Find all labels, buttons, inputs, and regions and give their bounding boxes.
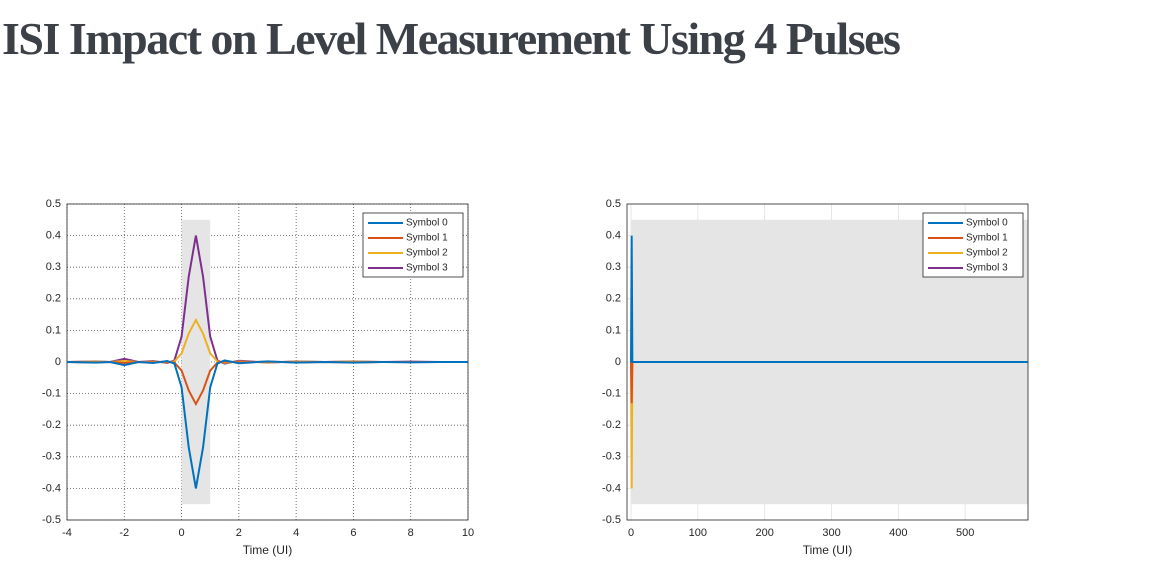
x-tick-label: 0 [179,527,185,539]
y-tick-label: 0 [55,356,61,368]
y-tick-label: -0.5 [602,514,621,526]
y-tick-label: 0.3 [606,261,621,273]
series-line [66,359,468,489]
legend-label: Symbol 2 [966,248,1008,259]
y-tick-label: -0.3 [602,451,621,463]
x-tick-label: 6 [350,527,356,539]
series-line [630,235,1028,363]
legend-label: Symbol 0 [966,218,1008,229]
shaded-region [181,219,211,505]
x-tick-label: 500 [956,527,974,539]
y-tick-label: 0.5 [606,198,621,210]
x-axis-label: Time (UI) [243,543,293,557]
legend-label: Symbol 2 [406,248,448,259]
y-tick-label: 0.1 [606,324,621,336]
y-tick-label: 0.4 [606,230,621,242]
x-tick-label: 200 [755,527,773,539]
legend-label: Symbol 0 [406,218,448,229]
x-axis-label: Time (UI) [803,543,853,557]
x-tick-label: 100 [689,527,707,539]
legend-label: Symbol 3 [966,263,1008,274]
y-tick-label: -0.2 [602,419,621,431]
x-tick-label: 0 [628,527,634,539]
x-tick-label: 2 [236,527,242,539]
legend-label: Symbol 1 [406,233,448,244]
slide-title: ISI Impact on Level Measurement Using 4 … [2,13,900,64]
y-tick-label: 0.2 [606,293,621,305]
y-tick-label: 0.1 [46,324,61,336]
x-tick-label: 8 [408,527,414,539]
x-tick-label: -4 [62,527,72,539]
y-tick-label: -0.1 [602,388,621,400]
y-tick-label: 0.2 [46,293,61,305]
y-tick-label: 0.4 [46,230,61,242]
y-tick-label: -0.4 [602,482,621,494]
y-tick-label: -0.1 [42,388,61,400]
y-tick-label: -0.5 [42,514,61,526]
x-tick-label: -2 [119,527,129,539]
y-tick-label: 0 [615,356,621,368]
legend-label: Symbol 3 [406,263,448,274]
series-line [66,360,468,407]
y-tick-label: -0.4 [42,482,61,494]
y-tick-label: -0.3 [42,451,61,463]
x-tick-label: 300 [822,527,840,539]
x-tick-label: 4 [293,527,299,539]
x-tick-label: 400 [889,527,907,539]
series-line [66,317,468,364]
y-tick-label: 0.5 [46,198,61,210]
x-tick-label: 10 [462,527,474,539]
legend-label: Symbol 1 [966,233,1008,244]
y-tick-label: -0.2 [42,419,61,431]
y-tick-label: 0.3 [46,261,61,273]
